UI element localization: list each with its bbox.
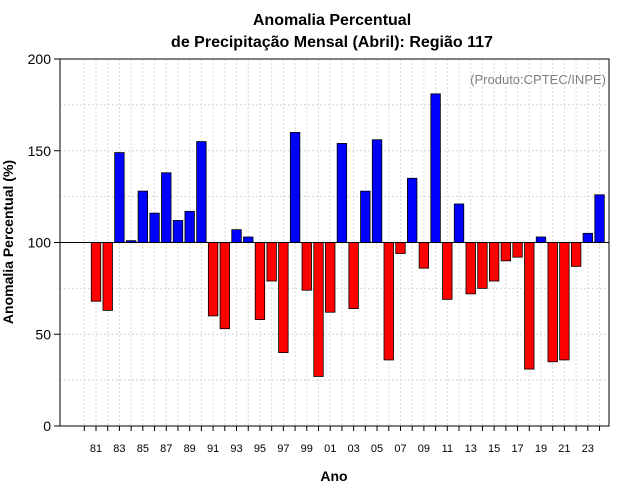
bar	[395, 242, 406, 254]
bar	[301, 242, 312, 291]
x-tick-label: 13	[465, 443, 477, 455]
bar	[254, 242, 266, 320]
y-tick-label: 150	[28, 143, 52, 159]
x-tick-label: 07	[394, 443, 406, 455]
bar	[336, 143, 348, 243]
credit-text: (Produto:CPTEC/INPE)	[470, 72, 606, 87]
bar	[512, 242, 523, 258]
x-tick-label: 21	[558, 443, 570, 455]
bar	[453, 203, 465, 243]
bar	[547, 242, 558, 363]
x-tick-label: 95	[254, 443, 266, 455]
bar	[219, 242, 230, 330]
y-tick-label: 200	[28, 51, 52, 67]
x-tick-label: 81	[90, 443, 102, 455]
bar	[371, 139, 383, 243]
bar	[172, 220, 184, 243]
bar	[594, 194, 605, 243]
x-tick-label: 91	[207, 443, 219, 455]
bar	[430, 93, 441, 243]
bar	[243, 236, 254, 243]
x-tick-label: 83	[113, 443, 125, 455]
bar	[524, 242, 535, 370]
x-tick-label: 05	[371, 443, 383, 455]
bar	[278, 242, 289, 353]
x-tick-label: 09	[418, 443, 430, 455]
x-tick-label: 17	[511, 443, 523, 455]
bar	[418, 242, 430, 269]
bar	[149, 212, 160, 243]
bar	[442, 242, 453, 300]
bar	[289, 131, 301, 243]
chart-subtitle: de Precipitação Mensal (Abril): Região 1…	[171, 34, 493, 51]
x-axis-label: Ano	[320, 468, 347, 484]
bar	[559, 242, 570, 361]
y-tick-label: 0	[43, 418, 51, 434]
bar	[477, 242, 488, 289]
bar	[231, 229, 242, 243]
bars	[90, 93, 605, 377]
bar	[582, 232, 593, 243]
bar	[535, 236, 547, 243]
bar	[465, 242, 476, 295]
bar	[360, 190, 371, 243]
bar	[196, 141, 207, 243]
bar	[207, 242, 219, 317]
bar	[383, 242, 394, 361]
bar	[313, 242, 324, 377]
x-tick-label: 85	[137, 443, 149, 455]
bar	[407, 177, 418, 243]
x-tick-label: 89	[184, 443, 196, 455]
bar	[500, 242, 512, 262]
x-tick-label: 93	[230, 443, 242, 455]
bar	[137, 190, 149, 243]
x-axis: 81 83 85 87 89 91 93 95 97 99 01 03 05 07 09 11 13 15 17 19…	[83, 426, 601, 455]
x-tick-label: 97	[277, 443, 289, 455]
bar	[184, 210, 195, 243]
y-axis-label: Anomalia Percentual (%)	[0, 160, 16, 324]
x-tick-label: 11	[442, 443, 453, 455]
bar	[488, 242, 500, 282]
bar	[90, 242, 102, 302]
bar	[570, 242, 582, 267]
bar	[325, 242, 336, 313]
bar	[102, 242, 113, 311]
x-tick-label: 01	[324, 443, 336, 455]
bar	[114, 152, 125, 243]
grid-lines	[60, 59, 609, 426]
chart-title: Anomalia Percentual	[253, 12, 411, 29]
bar	[266, 242, 277, 282]
bar	[348, 242, 359, 309]
x-tick-label: 15	[488, 443, 500, 455]
y-tick-label: 50	[35, 326, 51, 342]
bar	[161, 172, 172, 243]
x-tick-label: 23	[582, 443, 594, 455]
x-tick-label: 03	[348, 443, 360, 455]
x-tick-label: 87	[160, 443, 172, 455]
y-axis: 0 50 100 150 200	[28, 51, 60, 434]
x-tick-label: 99	[301, 443, 313, 455]
x-tick-label: 19	[535, 443, 547, 455]
y-tick-label: 100	[28, 235, 52, 251]
